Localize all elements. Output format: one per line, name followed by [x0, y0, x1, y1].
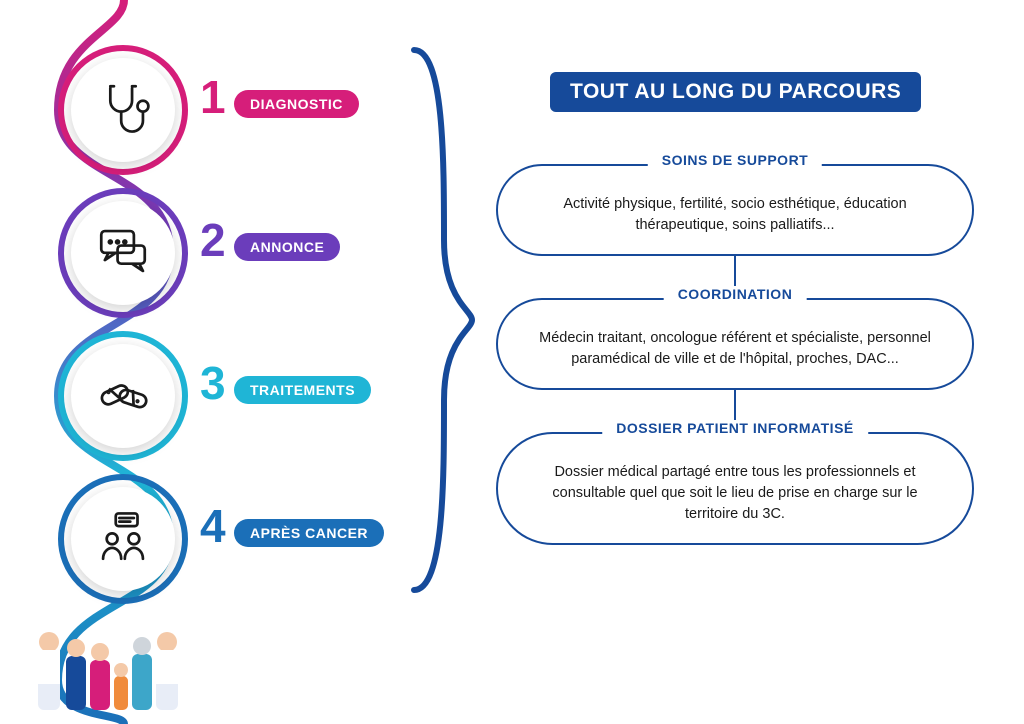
- chat-icon: [94, 222, 152, 285]
- pills-icon: [94, 365, 152, 428]
- step-1-label: DIAGNOSTIC: [234, 90, 359, 118]
- bubble-body: Médecin traitant, oncologue référent et …: [534, 328, 936, 370]
- bubble-body: Dossier médical partagé entre tous les p…: [534, 462, 936, 525]
- bubble-title: SOINS DE SUPPORT: [648, 152, 822, 168]
- step-2-number: 2: [200, 213, 226, 267]
- step-1-number: 1: [200, 70, 226, 124]
- steps-column: 1 DIAGNOSTIC 2 ANNONCE 3 TRAITEMENTS 4 APRÈS CA…: [0, 0, 400, 724]
- step-3-circle: [71, 344, 175, 448]
- step-3-number: 3: [200, 356, 226, 410]
- step-2-circle: [71, 201, 175, 305]
- main-title: TOUT AU LONG DU PARCOURS: [550, 72, 921, 112]
- people-illustration: [30, 616, 210, 716]
- step-1-circle: [71, 58, 175, 162]
- stethoscope-icon: [94, 79, 152, 142]
- parcours-column: TOUT AU LONG DU PARCOURS SOINS DE SUPPOR…: [490, 72, 980, 545]
- step-4-label: APRÈS CANCER: [234, 519, 384, 547]
- curly-brace: [398, 40, 478, 600]
- step-3-label: TRAITEMENTS: [234, 376, 371, 404]
- step-2-label: ANNONCE: [234, 233, 340, 261]
- step-4-number: 4: [200, 499, 226, 553]
- bubble-body: Activité physique, fertilité, socio esth…: [534, 194, 936, 236]
- step-4-circle: [71, 487, 175, 591]
- bubble-dossier-patient: DOSSIER PATIENT INFORMATISÉ Dossier médi…: [496, 432, 974, 545]
- bubble-title: COORDINATION: [664, 286, 807, 302]
- bubble-soins-support: SOINS DE SUPPORT Activité physique, fert…: [496, 164, 974, 256]
- bubble-title: DOSSIER PATIENT INFORMATISÉ: [602, 420, 868, 436]
- people-icon: [94, 508, 152, 571]
- bubble-coordination: COORDINATION Médecin traitant, oncologue…: [496, 298, 974, 390]
